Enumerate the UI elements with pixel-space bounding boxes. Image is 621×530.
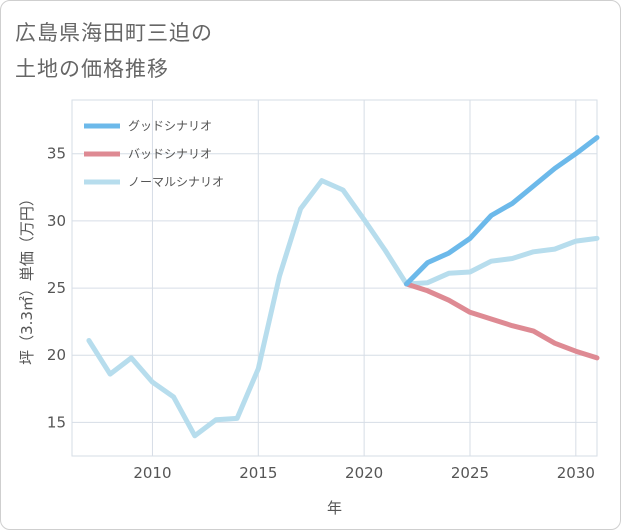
legend-label-1: バッドシナリオ: [128, 147, 212, 161]
x-tick-label: 2020: [345, 464, 383, 482]
series-line-1: [404, 281, 600, 361]
chart-title: 広島県海田町三迫の 土地の価格推移: [15, 15, 213, 87]
y-tick-label: 25: [47, 279, 66, 297]
x-tick-label: 2030: [557, 464, 595, 482]
series-line-0: [404, 135, 600, 287]
grid-lines: [71, 99, 598, 457]
y-tick-label: 30: [47, 212, 66, 230]
x-tick-label: 2025: [451, 464, 489, 482]
series-lines: [86, 135, 600, 439]
y-tick-label: 20: [47, 346, 66, 364]
series-line-2: [86, 178, 600, 439]
legend-label-2: ノーマルシナリオ: [128, 175, 224, 189]
title-line-1: 広島県海田町三迫の: [15, 21, 213, 45]
x-tick-label: 2010: [133, 464, 171, 482]
title-line-2: 土地の価格推移: [15, 57, 169, 81]
y-tick-label: 35: [47, 145, 66, 163]
y-tick-label: 15: [47, 413, 66, 431]
legend-label-0: グッドシナリオ: [128, 119, 212, 133]
x-tick-label: 2015: [239, 464, 277, 482]
y-axis-label: 坪（3.3㎡）単価（万円）: [18, 191, 36, 365]
x-axis-label: 年: [327, 499, 342, 517]
plot-frame: [71, 99, 598, 457]
